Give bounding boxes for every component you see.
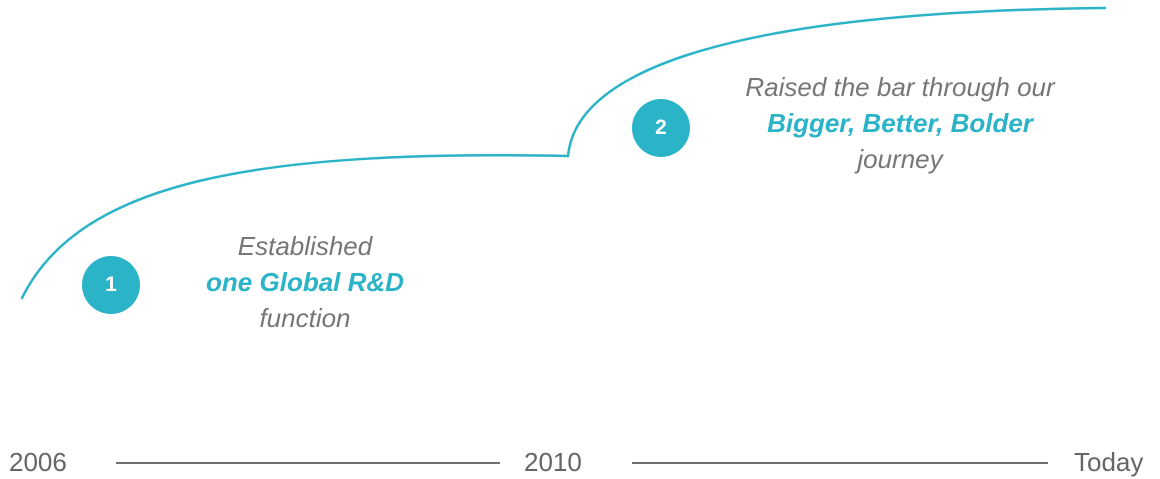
milestone-2-badge: 2 [632,99,690,157]
milestone-1-line3: function [259,303,351,333]
curve-segment-2 [566,6,1107,158]
milestone-2-line3: journey [857,144,943,174]
curve-segment-1 [20,154,570,300]
milestone-1-badge: 1 [82,256,140,314]
milestone-1-number: 1 [105,273,117,296]
milestone-2-line1: Raised the bar through our [745,72,1055,102]
milestone-1-line1: Established [237,231,373,261]
timeline-mid-label: 2010 [524,447,582,477]
milestone-1-text: Established one Global R&D function [150,228,460,336]
milestone-2-number: 2 [655,116,667,139]
milestone-1-highlight: one Global R&D [206,267,404,297]
timeline-start-label: 2006 [9,447,67,477]
timeline-line-2 [632,462,1048,464]
timeline-line-1 [116,462,500,464]
timeline-axis: 2006 2010 Today [0,445,1160,479]
timeline-end-label: Today [1074,447,1144,477]
milestone-2-highlight: Bigger, Better, Bolder [767,108,1033,138]
milestone-2-text: Raised the bar through our Bigger, Bette… [680,69,1120,177]
